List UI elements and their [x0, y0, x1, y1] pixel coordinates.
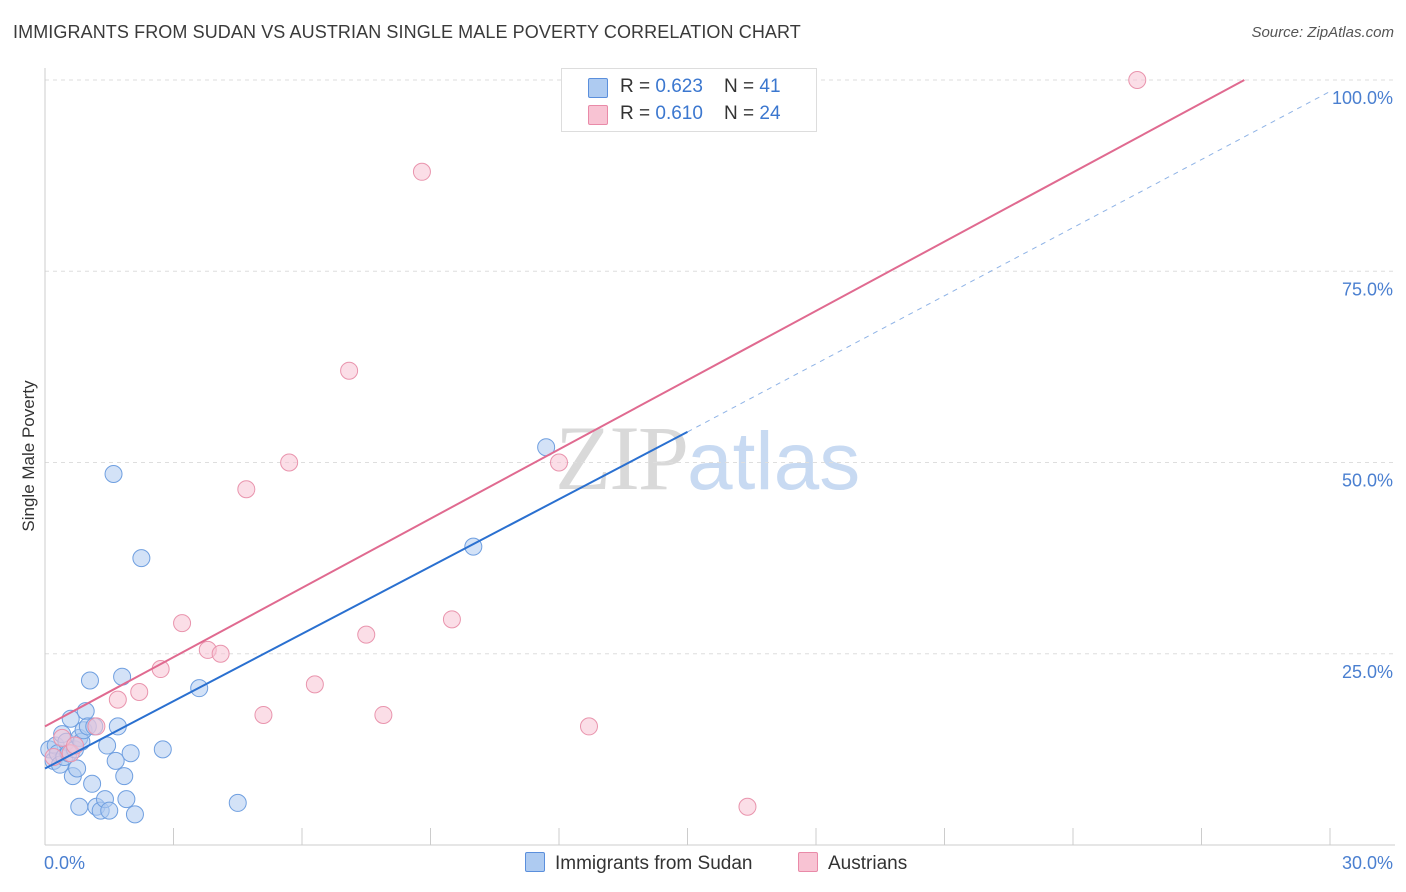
x-tick-label: 30.0%	[1342, 853, 1393, 873]
data-point-sudan	[83, 774, 102, 793]
data-point-austrians	[374, 705, 393, 724]
data-point-sudan	[153, 740, 172, 759]
y-tick-label: 75.0%	[1342, 279, 1393, 299]
data-point-austrians	[211, 644, 230, 663]
data-point-austrians	[254, 705, 273, 724]
legend-n-value: 41	[759, 76, 781, 97]
data-point-sudan	[70, 797, 89, 816]
data-point-austrians	[442, 610, 461, 629]
data-point-austrians	[357, 625, 376, 644]
data-point-austrians	[412, 162, 431, 181]
data-point-sudan	[132, 549, 151, 568]
source-note: Source: ZipAtlas.com	[1251, 24, 1394, 41]
legend: R = 0.623 N = 41 R = 0.610 N = 24	[561, 68, 817, 132]
watermark: ZIPatlas	[555, 405, 860, 511]
data-point-sudan	[121, 744, 140, 763]
data-point-austrians	[237, 480, 256, 499]
trend-line-sudan	[44, 431, 688, 770]
data-point-austrians	[738, 797, 757, 816]
data-point-austrians	[1128, 71, 1147, 89]
bottom-legend-austrians: Austrians	[798, 852, 907, 875]
y-tick-label: 50.0%	[1342, 471, 1393, 491]
data-point-austrians	[579, 717, 598, 736]
trend-line-sudan-extension	[687, 91, 1331, 433]
data-point-austrians	[280, 453, 299, 472]
data-point-sudan	[68, 759, 87, 778]
data-point-austrians	[305, 675, 324, 694]
data-point-sudan	[125, 805, 144, 824]
data-point-sudan	[100, 801, 119, 820]
data-point-sudan	[228, 793, 247, 812]
x-tick-label: 0.0%	[44, 853, 85, 873]
bottom-legend-sudan: Immigrants from Sudan	[525, 852, 752, 875]
watermark-atlas: atlas	[687, 416, 861, 507]
data-point-austrians	[87, 717, 106, 736]
chart-title: IMMIGRANTS FROM SUDAN VS AUSTRIAN SINGLE…	[13, 22, 801, 42]
bottom-legend-swatch-sudan	[525, 852, 545, 872]
y-tick-label: 100.0%	[1332, 88, 1393, 108]
data-point-austrians	[340, 361, 359, 380]
bottom-legend-swatch-austrians	[798, 852, 818, 872]
trend-line-austrians	[44, 79, 1245, 728]
data-point-austrians	[550, 453, 568, 472]
data-point-sudan	[106, 751, 125, 770]
watermark-zip: ZIP	[555, 407, 689, 509]
legend-r-value: 0.623	[655, 76, 703, 97]
data-point-sudan	[117, 790, 136, 809]
legend-swatch-sudan	[588, 78, 608, 98]
y-tick-label: 25.0%	[1342, 662, 1393, 682]
data-point-sudan	[104, 464, 123, 483]
data-point-austrians	[108, 690, 127, 709]
data-point-sudan	[115, 767, 134, 786]
data-point-austrians	[65, 736, 84, 755]
data-point-austrians	[130, 683, 149, 701]
legend-n-value: 24	[759, 103, 781, 124]
data-point-austrians	[173, 614, 192, 633]
data-point-sudan	[80, 671, 99, 690]
legend-swatch-austrians	[588, 105, 608, 125]
legend-r-value: 0.610	[655, 103, 703, 124]
